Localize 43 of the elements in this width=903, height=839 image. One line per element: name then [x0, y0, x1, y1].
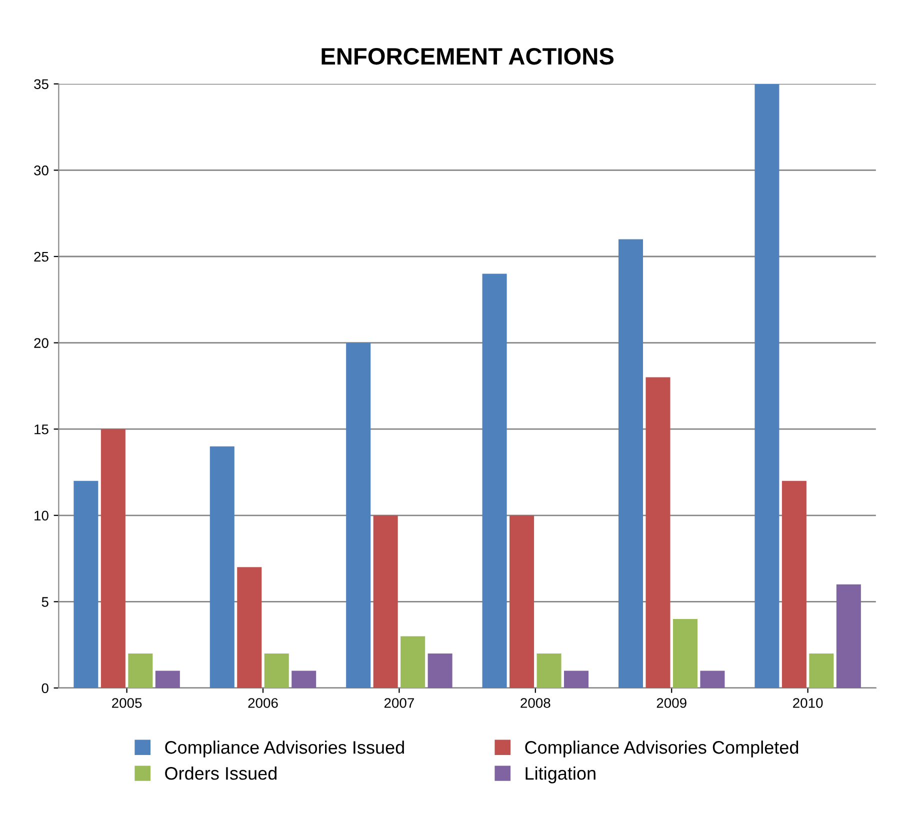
bar [809, 653, 834, 688]
bar [128, 653, 153, 688]
x-tick-label: 2005 [112, 698, 142, 708]
bar [782, 480, 806, 688]
bar [400, 636, 426, 688]
bar [754, 84, 780, 688]
bar [264, 653, 289, 688]
y-tick-label: 30 [34, 166, 48, 176]
x-tick-label: 2007 [384, 698, 414, 708]
y-tick-label: 0 [42, 683, 48, 694]
y-tick-label: 20 [34, 338, 48, 348]
bar [292, 670, 316, 688]
bar [510, 515, 534, 688]
bar [373, 515, 398, 688]
x-tick-label: 2009 [656, 698, 686, 708]
bar [428, 653, 452, 688]
legend-label: Compliance Advisories Completed [525, 740, 798, 758]
bar [155, 670, 180, 688]
legend-label: Orders Issued [165, 766, 276, 780]
x-tick-label: 2010 [793, 698, 823, 708]
x-tick-label: 2006 [248, 698, 278, 708]
bar [672, 618, 698, 688]
bar [210, 446, 234, 688]
bar [700, 670, 725, 688]
bar [836, 584, 861, 688]
bar [618, 239, 644, 688]
y-tick-label: 5 [42, 597, 48, 607]
bar [237, 567, 262, 688]
y-tick-label: 15 [34, 424, 48, 434]
bar [482, 274, 507, 688]
bar [100, 429, 126, 688]
y-tick-label: 25 [34, 252, 48, 262]
bar [646, 377, 670, 688]
legend-label: Compliance Advisories Issued [165, 740, 404, 758]
y-tick-label: 35 [34, 79, 48, 90]
y-tick-label: 10 [34, 510, 48, 521]
legend-label: Litigation [526, 766, 596, 784]
bar [346, 342, 371, 688]
bar [74, 480, 98, 688]
bar [536, 653, 562, 688]
bar [564, 670, 589, 688]
chart-title: ENFORCEMENT ACTIONS [322, 48, 614, 65]
x-tick-label: 2008 [520, 698, 550, 708]
